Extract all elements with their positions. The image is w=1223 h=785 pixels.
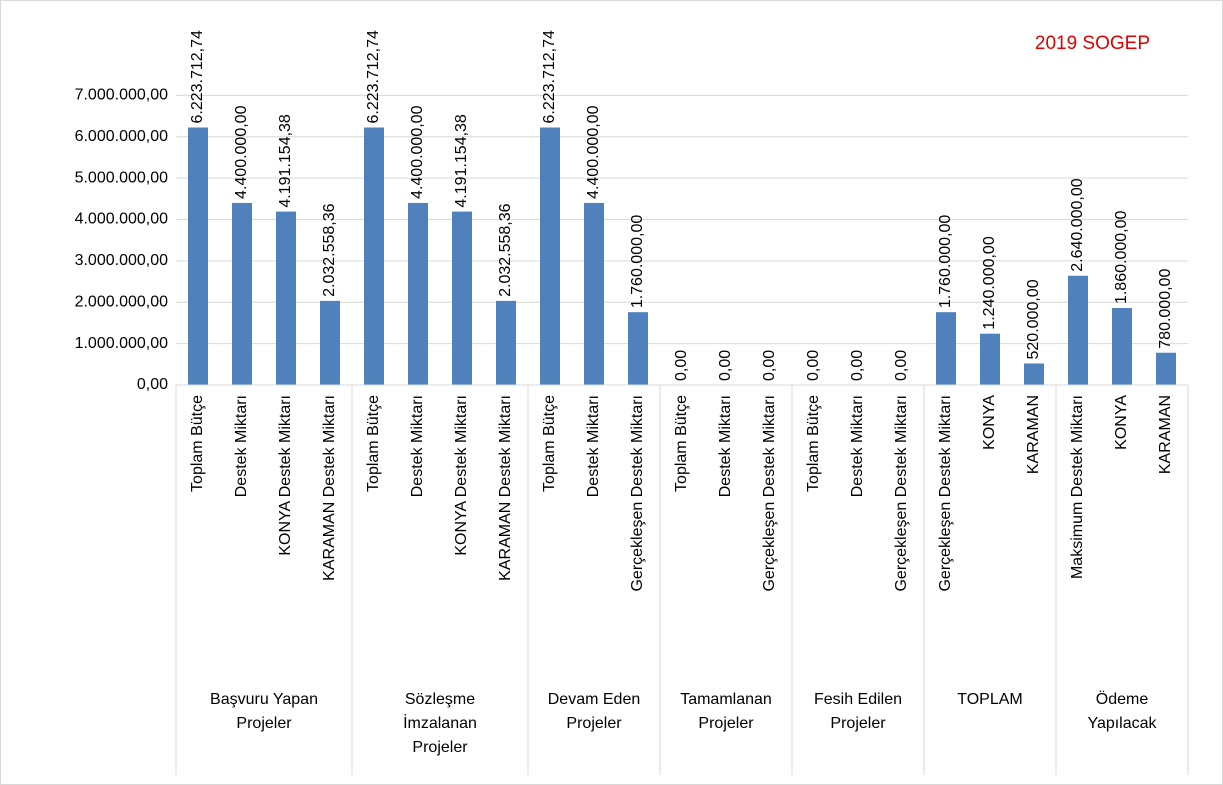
x-tick-label: Destek Miktarı bbox=[849, 395, 866, 497]
x-tick-label: KONYA bbox=[1113, 395, 1130, 450]
bar bbox=[936, 312, 956, 385]
x-tick-label: Destek Miktarı bbox=[409, 395, 426, 497]
bar bbox=[980, 333, 1000, 385]
data-label: 0,00 bbox=[717, 350, 734, 381]
data-label: 520.000,00 bbox=[1025, 279, 1042, 359]
y-tick-label: 0,00 bbox=[137, 376, 168, 393]
x-tick-label: KONYA Destek Miktarı bbox=[453, 395, 470, 556]
group-label: Devam Eden Projeler bbox=[547, 691, 641, 732]
data-label: 4.191.154,38 bbox=[277, 114, 294, 208]
bar bbox=[1024, 363, 1044, 385]
group-label: Tamamlanan Projeler bbox=[680, 691, 772, 732]
x-tick-label: Toplam Bütçe bbox=[541, 395, 558, 492]
x-tick-label: Toplam Bütçe bbox=[365, 395, 382, 492]
x-tick-label: KARAMAN bbox=[1157, 395, 1174, 474]
group-label: Sözleşme İmzalanan Projeler bbox=[403, 691, 477, 756]
x-tick-label: Maksimum Destek Miktarı bbox=[1069, 395, 1086, 579]
y-tick-label: 1.000.000,00 bbox=[75, 335, 169, 352]
data-label: 0,00 bbox=[673, 350, 690, 381]
x-tick-label: Gerçekleşen Destek Miktarı bbox=[629, 395, 646, 592]
data-label: 0,00 bbox=[761, 350, 778, 381]
x-tick-label: KARAMAN Destek Miktarı bbox=[497, 395, 514, 581]
group-label-box: Tamamlanan Projeler bbox=[680, 691, 772, 732]
group-label-box: Sözleşme İmzalanan Projeler bbox=[403, 691, 477, 756]
bar bbox=[276, 211, 296, 385]
bar bbox=[540, 127, 560, 385]
bar bbox=[452, 211, 472, 385]
y-tick-label: 3.000.000,00 bbox=[75, 252, 169, 269]
group-label: Fesih Edilen Projeler bbox=[813, 691, 903, 732]
x-tick-label: Destek Miktarı bbox=[585, 395, 602, 497]
chart-title: 2019 SOGEP bbox=[1035, 33, 1150, 54]
data-label: 1.760.000,00 bbox=[937, 215, 954, 309]
x-tick-label: Toplam Bütçe bbox=[673, 395, 690, 492]
y-tick-label: 4.000.000,00 bbox=[75, 211, 169, 228]
bar bbox=[408, 202, 428, 385]
data-label: 4.400.000,00 bbox=[409, 105, 426, 199]
data-label: 1.760.000,00 bbox=[629, 215, 646, 309]
x-tick-label: KONYA Destek Miktarı bbox=[277, 395, 294, 556]
x-tick-label: Gerçekleşen Destek Miktarı bbox=[893, 395, 910, 592]
bar bbox=[320, 300, 340, 385]
y-tick-label: 2.000.000,00 bbox=[75, 293, 169, 310]
data-label: 6.223.712,74 bbox=[189, 30, 206, 124]
data-label: 4.400.000,00 bbox=[233, 105, 250, 199]
x-tick-label: Gerçekleşen Destek Miktarı bbox=[937, 395, 954, 592]
y-tick-label: 7.000.000,00 bbox=[75, 87, 169, 104]
x-tick-label: KARAMAN bbox=[1025, 395, 1042, 474]
data-label: 4.191.154,38 bbox=[453, 114, 470, 208]
group-label-box: TOPLAM bbox=[957, 691, 1023, 708]
data-label: 6.223.712,74 bbox=[365, 30, 382, 124]
x-tick-label: Toplam Bütçe bbox=[189, 395, 206, 492]
group-label-box: Devam Eden Projeler bbox=[547, 691, 641, 732]
x-tick-label: Destek Miktarı bbox=[717, 395, 734, 497]
group-label-box: Ödeme Yapılacak bbox=[1087, 691, 1157, 732]
bar bbox=[232, 202, 252, 385]
bar bbox=[364, 127, 384, 385]
x-tick-label: KONYA bbox=[981, 395, 998, 450]
bar bbox=[496, 300, 516, 385]
bar bbox=[1068, 275, 1088, 385]
y-tick-label: 5.000.000,00 bbox=[75, 169, 169, 186]
group-label: TOPLAM bbox=[957, 691, 1023, 708]
data-label: 780.000,00 bbox=[1157, 269, 1174, 349]
bar bbox=[584, 202, 604, 385]
data-label: 0,00 bbox=[849, 350, 866, 381]
data-label: 2.640.000,00 bbox=[1069, 178, 1086, 272]
data-label: 0,00 bbox=[893, 350, 910, 381]
data-label: 0,00 bbox=[805, 350, 822, 381]
data-label: 2.032.558,36 bbox=[321, 203, 338, 297]
data-label: 4.400.000,00 bbox=[585, 105, 602, 199]
group-label: Başvuru Yapan Projeler bbox=[210, 691, 318, 732]
data-label: 1.240.000,00 bbox=[981, 236, 998, 330]
group-label-box: Fesih Edilen Projeler bbox=[813, 691, 903, 732]
group-label: Ödeme Yapılacak bbox=[1087, 691, 1157, 732]
y-tick-label: 6.000.000,00 bbox=[75, 128, 169, 145]
data-label: 1.860.000,00 bbox=[1113, 211, 1130, 305]
x-tick-label: Destek Miktarı bbox=[233, 395, 250, 497]
bar bbox=[188, 127, 208, 385]
x-tick-label: Gerçekleşen Destek Miktarı bbox=[761, 395, 778, 592]
data-label: 6.223.712,74 bbox=[541, 30, 558, 124]
x-tick-label: KARAMAN Destek Miktarı bbox=[321, 395, 338, 581]
group-label-box: Başvuru Yapan Projeler bbox=[210, 691, 318, 732]
bar bbox=[1112, 308, 1132, 385]
bar bbox=[1156, 352, 1176, 385]
data-label: 2.032.558,36 bbox=[497, 203, 514, 297]
x-tick-label: Toplam Bütçe bbox=[805, 395, 822, 492]
bar bbox=[628, 312, 648, 385]
